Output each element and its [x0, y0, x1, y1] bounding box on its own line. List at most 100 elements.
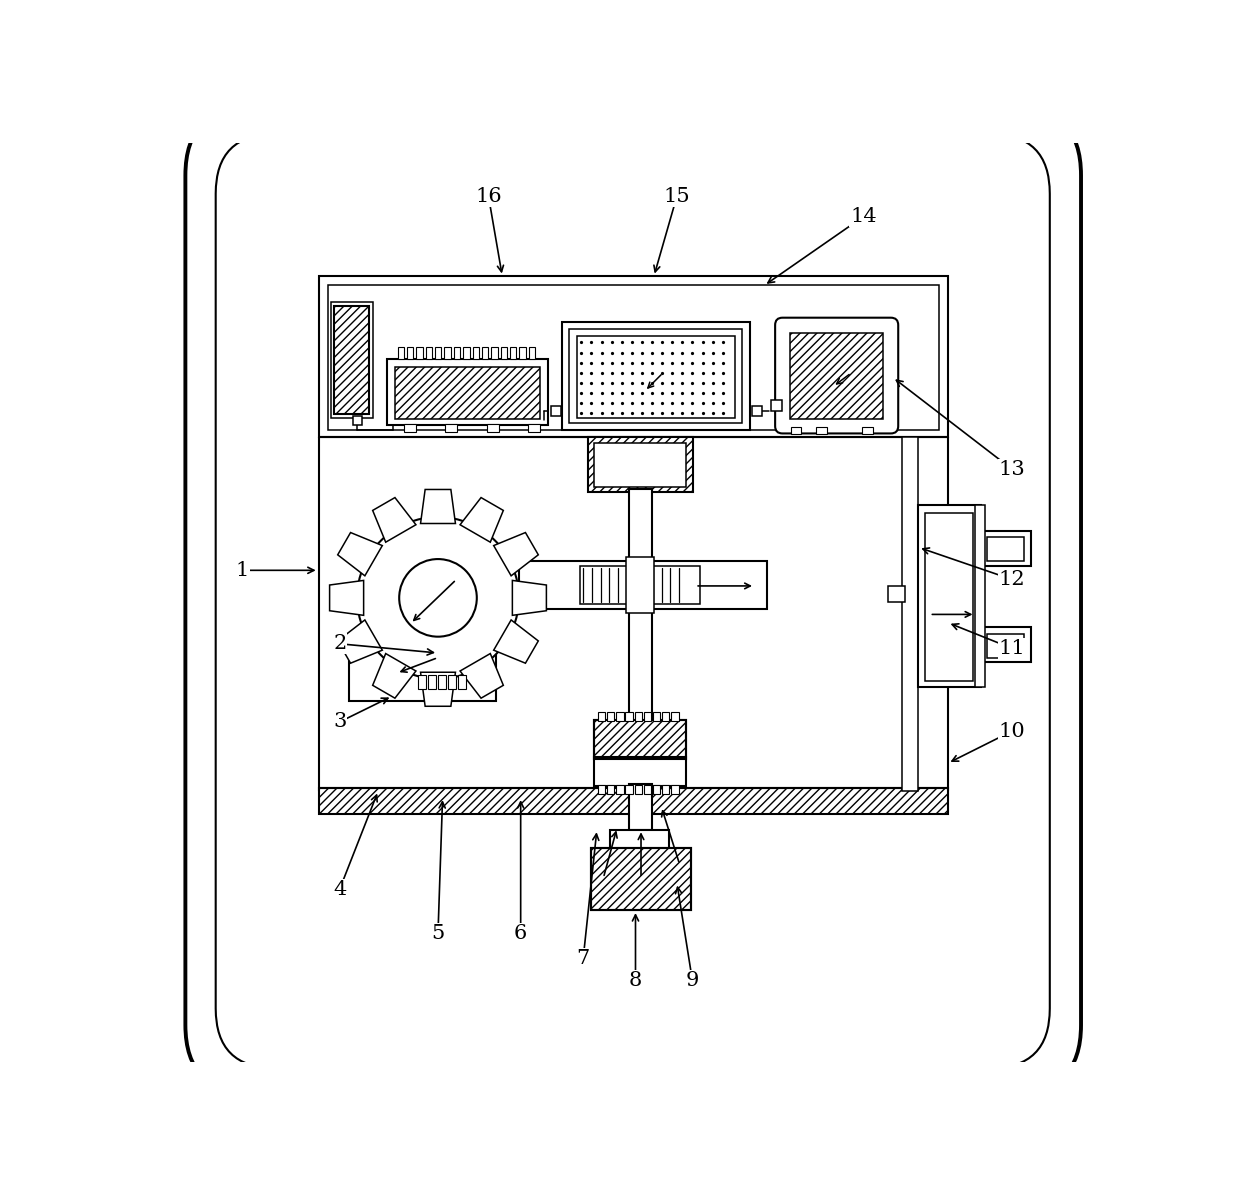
Text: 10: 10 [998, 722, 1025, 741]
Bar [394, 367, 539, 419]
Text: 9: 9 [686, 971, 699, 990]
Bar [528, 347, 536, 359]
Bar [594, 721, 686, 759]
Bar [594, 721, 686, 759]
FancyBboxPatch shape [216, 134, 1050, 1068]
Bar [987, 537, 1024, 561]
Bar [491, 347, 497, 359]
Bar [417, 347, 423, 359]
Bar [398, 347, 404, 359]
Bar [472, 347, 479, 359]
Text: 15: 15 [663, 187, 691, 206]
Text: 11: 11 [998, 639, 1025, 657]
FancyBboxPatch shape [186, 106, 1081, 1094]
Bar [608, 712, 614, 721]
Bar [387, 359, 548, 425]
Bar [598, 785, 605, 795]
Bar [438, 675, 446, 690]
Bar [348, 638, 496, 700]
Bar [404, 425, 415, 432]
Bar [528, 425, 539, 432]
Bar [981, 531, 1032, 565]
Bar [644, 785, 651, 795]
Bar [635, 785, 642, 795]
Bar [629, 489, 652, 561]
Text: 1: 1 [236, 561, 249, 580]
Bar [901, 437, 919, 791]
Bar [331, 302, 373, 418]
Bar [626, 556, 653, 613]
Polygon shape [460, 497, 503, 542]
Bar [981, 628, 1032, 662]
Bar [616, 712, 624, 721]
Circle shape [357, 517, 518, 679]
Bar [671, 785, 678, 795]
Text: 6: 6 [515, 923, 527, 942]
Bar [625, 712, 632, 721]
Bar [588, 437, 693, 493]
Text: 16: 16 [475, 187, 502, 206]
Bar [888, 586, 905, 602]
Bar [319, 277, 947, 437]
Bar [518, 561, 766, 608]
Text: 13: 13 [998, 459, 1025, 478]
Text: 3: 3 [334, 712, 346, 731]
Bar [459, 675, 466, 690]
Text: 12: 12 [998, 570, 1025, 589]
Bar [501, 347, 507, 359]
Text: 4: 4 [334, 879, 346, 898]
Polygon shape [494, 620, 538, 663]
Polygon shape [337, 620, 382, 663]
Bar [594, 756, 686, 786]
Bar [753, 406, 763, 416]
Bar [327, 285, 939, 429]
Bar [482, 347, 489, 359]
Bar [407, 347, 413, 359]
Bar [580, 565, 699, 605]
Bar [629, 607, 652, 722]
Bar [425, 347, 432, 359]
Bar [610, 830, 670, 851]
Polygon shape [330, 581, 363, 616]
Bar [435, 347, 441, 359]
Bar [644, 712, 651, 721]
Polygon shape [460, 654, 503, 698]
Bar [816, 427, 827, 434]
Bar [448, 675, 456, 690]
Bar [428, 675, 436, 690]
Bar [562, 322, 750, 429]
Bar [445, 425, 458, 432]
Bar [629, 784, 652, 830]
Bar [319, 789, 947, 814]
Bar [510, 347, 516, 359]
Bar [925, 513, 972, 680]
Bar [662, 712, 670, 721]
Bar [616, 785, 624, 795]
Bar [791, 427, 801, 434]
Bar [444, 347, 451, 359]
Bar [635, 712, 642, 721]
Polygon shape [337, 532, 382, 576]
Bar [577, 336, 735, 418]
Polygon shape [512, 581, 547, 616]
Bar [352, 416, 362, 425]
FancyBboxPatch shape [775, 317, 898, 433]
Bar [335, 305, 370, 414]
Text: 8: 8 [629, 971, 642, 990]
Bar [591, 848, 691, 910]
Text: 14: 14 [849, 208, 877, 227]
Text: 7: 7 [577, 950, 590, 969]
Bar [594, 443, 686, 487]
Bar [418, 675, 427, 690]
Text: 2: 2 [334, 635, 346, 654]
Bar [551, 406, 560, 416]
Bar [569, 329, 742, 424]
Bar [520, 347, 526, 359]
Bar [625, 785, 632, 795]
Bar [598, 712, 605, 721]
Bar [671, 712, 678, 721]
Bar [919, 505, 981, 687]
Polygon shape [373, 497, 415, 542]
Circle shape [399, 560, 477, 637]
Bar [790, 333, 883, 419]
